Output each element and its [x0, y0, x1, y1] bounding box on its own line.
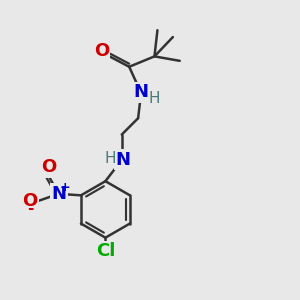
Text: N: N [116, 151, 131, 169]
Text: H: H [105, 152, 116, 166]
Text: N: N [134, 83, 148, 101]
Text: O: O [40, 158, 56, 176]
Text: H: H [149, 91, 160, 106]
Text: +: + [60, 181, 70, 194]
Text: O: O [94, 42, 109, 60]
Text: O: O [22, 192, 38, 210]
Text: Cl: Cl [96, 242, 115, 260]
Text: -: - [27, 202, 33, 217]
Text: N: N [51, 185, 66, 203]
